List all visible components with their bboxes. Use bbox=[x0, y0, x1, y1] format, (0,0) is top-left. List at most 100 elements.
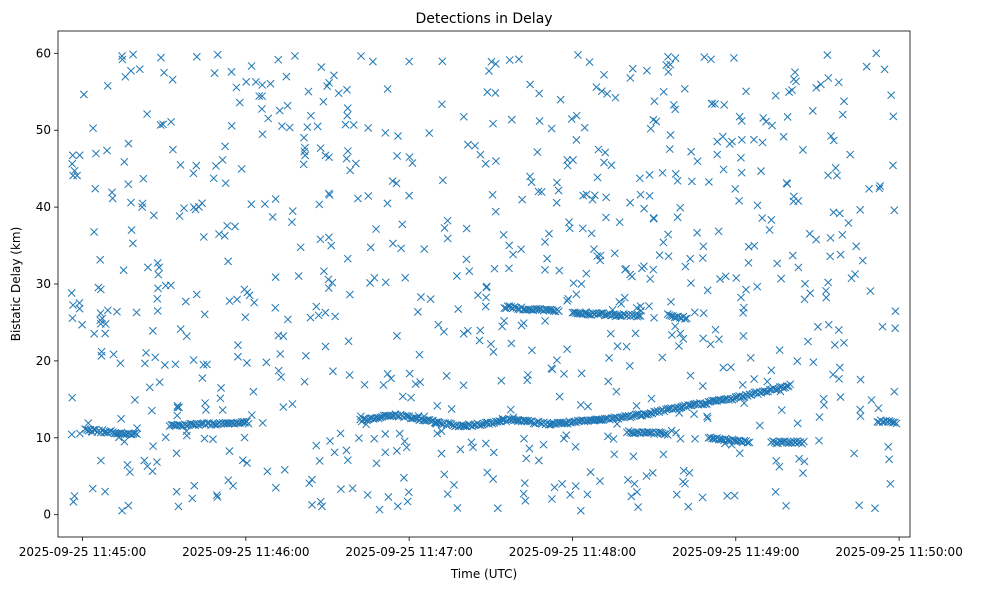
data-point bbox=[691, 434, 699, 443]
data-point bbox=[258, 130, 267, 139]
data-point bbox=[103, 306, 112, 315]
data-point bbox=[587, 229, 596, 238]
data-point bbox=[602, 193, 611, 202]
data-point bbox=[799, 469, 807, 478]
data-point bbox=[650, 313, 658, 322]
data-point bbox=[392, 446, 401, 455]
data-point bbox=[577, 279, 586, 288]
data-point bbox=[142, 348, 151, 357]
data-point bbox=[173, 401, 182, 410]
data-point bbox=[621, 411, 630, 420]
data-point bbox=[381, 448, 390, 457]
data-point bbox=[674, 342, 683, 350]
data-point bbox=[437, 419, 446, 428]
data-point bbox=[120, 437, 129, 446]
x-axis-ticks: 2025-09-25 11:45:00 2025-09-25 11:46:00 20… bbox=[19, 537, 963, 559]
data-point bbox=[67, 430, 76, 439]
data-point bbox=[218, 406, 227, 415]
data-point bbox=[198, 374, 207, 383]
data-point bbox=[124, 139, 133, 148]
data-point bbox=[366, 278, 374, 287]
data-point bbox=[242, 358, 251, 367]
data-point bbox=[411, 413, 420, 422]
data-point bbox=[109, 350, 118, 359]
data-point bbox=[213, 50, 222, 59]
data-point bbox=[154, 284, 162, 293]
data-point bbox=[327, 241, 336, 250]
data-point bbox=[266, 79, 275, 88]
data-point bbox=[318, 502, 326, 511]
data-point bbox=[135, 65, 144, 74]
data-point bbox=[112, 307, 121, 316]
data-point bbox=[571, 482, 580, 491]
data-point bbox=[437, 449, 446, 458]
data-point bbox=[820, 401, 829, 409]
data-point bbox=[834, 326, 843, 334]
data-point bbox=[834, 78, 843, 87]
data-point bbox=[78, 320, 87, 329]
data-point bbox=[544, 305, 553, 314]
data-point bbox=[743, 438, 752, 447]
data-point bbox=[615, 218, 624, 227]
data-point bbox=[535, 89, 544, 98]
data-point bbox=[98, 314, 107, 323]
data-point bbox=[664, 230, 673, 239]
data-point bbox=[213, 493, 222, 502]
data-point bbox=[568, 418, 577, 427]
data-point bbox=[280, 465, 289, 474]
data-point bbox=[196, 419, 205, 428]
data-point bbox=[648, 468, 657, 477]
data-point bbox=[449, 421, 458, 430]
data-point bbox=[552, 198, 561, 207]
data-point bbox=[328, 367, 337, 376]
data-point bbox=[151, 353, 160, 362]
data-point bbox=[824, 171, 833, 180]
data-point bbox=[227, 121, 236, 130]
data-point bbox=[199, 360, 208, 369]
y-axis-ticks: 0 10 20 30 40 50 60 bbox=[36, 46, 58, 522]
data-point bbox=[634, 311, 643, 320]
data-point bbox=[392, 179, 401, 188]
data-point bbox=[527, 346, 536, 355]
data-point bbox=[147, 406, 156, 415]
data-point bbox=[394, 132, 402, 140]
data-point bbox=[96, 309, 105, 318]
data-point bbox=[703, 412, 712, 421]
data-point bbox=[671, 105, 680, 114]
data-point bbox=[154, 270, 163, 279]
data-point bbox=[405, 191, 414, 200]
data-point bbox=[493, 417, 502, 426]
data-point bbox=[767, 366, 776, 375]
data-point bbox=[276, 349, 285, 358]
data-point bbox=[634, 503, 643, 511]
data-point bbox=[189, 169, 198, 178]
data-point bbox=[812, 83, 821, 92]
data-point bbox=[827, 132, 835, 140]
data-point bbox=[123, 460, 132, 469]
data-point bbox=[815, 436, 823, 445]
data-point bbox=[765, 225, 774, 234]
data-point bbox=[690, 410, 699, 419]
data-point bbox=[381, 430, 390, 438]
data-point bbox=[572, 290, 581, 299]
data-point bbox=[239, 417, 248, 426]
data-point bbox=[855, 501, 864, 510]
data-point bbox=[887, 91, 896, 100]
data-point bbox=[875, 184, 884, 193]
data-point bbox=[227, 67, 236, 76]
data-point bbox=[464, 140, 472, 149]
data-point bbox=[605, 353, 614, 362]
data-point bbox=[882, 416, 890, 425]
data-point bbox=[73, 171, 82, 180]
data-point bbox=[555, 266, 564, 275]
data-point bbox=[294, 272, 303, 281]
data-point bbox=[383, 369, 392, 378]
data-point bbox=[698, 382, 707, 390]
data-point bbox=[342, 154, 351, 163]
data-point bbox=[485, 67, 493, 76]
data-point bbox=[372, 459, 381, 468]
data-point bbox=[91, 184, 100, 193]
data-point bbox=[383, 199, 392, 208]
data-point bbox=[486, 340, 495, 348]
data-point bbox=[172, 449, 181, 458]
